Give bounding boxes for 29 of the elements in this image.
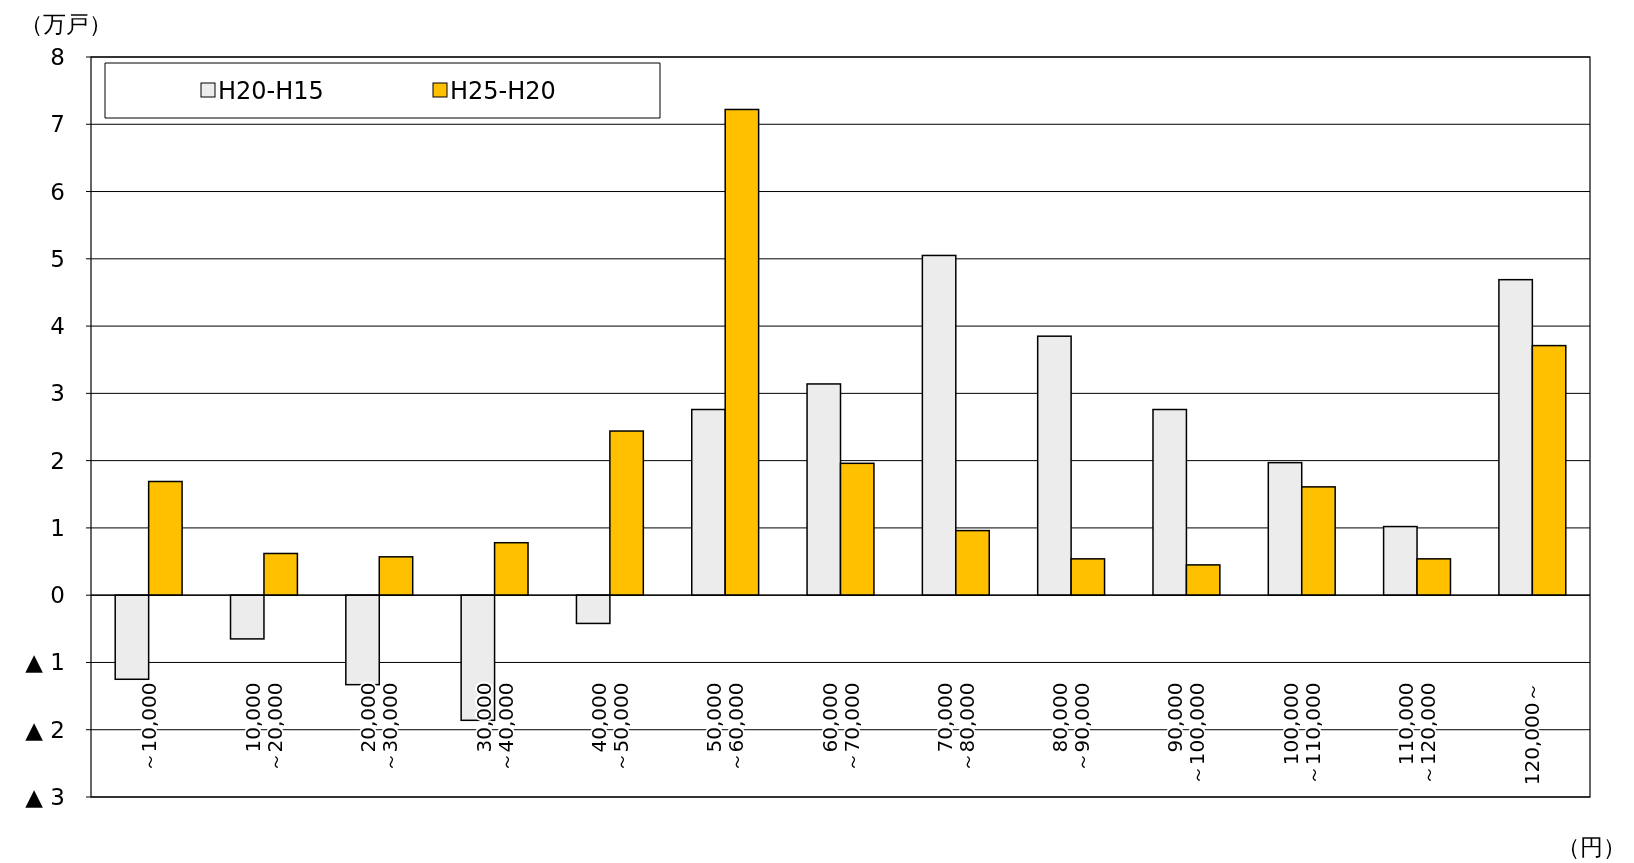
x-tick-label: 10,000 ～20,000 (240, 682, 287, 773)
y-tick-label: 1 (50, 514, 65, 541)
y-tick-label: ▲ 2 (25, 716, 65, 743)
x-tick-label: 50,000 ～60,000 (702, 682, 749, 773)
x-tick-label: 60,000 ～70,000 (817, 682, 864, 773)
y-tick-label: 4 (50, 313, 65, 340)
y-tick-label: 6 (50, 178, 65, 205)
x-tick-label: 40,000 ～50,000 (586, 682, 633, 773)
x-tick-label: 80,000 ～90,000 (1048, 682, 1095, 773)
y-tick-label: 5 (50, 245, 65, 272)
y-tick-label: ▲ 3 (25, 784, 65, 810)
x-tick-label: 90,000 ～100,000 (1163, 682, 1210, 786)
legend-label: H25-H20 (450, 77, 556, 105)
y-tick-label: 8 (50, 44, 65, 70)
x-axis-title: （円） (1557, 834, 1626, 860)
x-tick-label: 110,000 ～120,000 (1394, 682, 1441, 786)
y-tick-label: 2 (50, 447, 65, 474)
legend-label: H20-H15 (218, 77, 324, 105)
x-tick-label: 120,000～ (1520, 682, 1545, 786)
y-tick-label: 7 (50, 111, 65, 138)
x-tick-label: ～10,000 (136, 682, 161, 773)
y-tick-label: 3 (50, 380, 65, 407)
x-tick-label: 30,000 ～40,000 (471, 682, 518, 773)
y-tick-label: 0 (50, 582, 65, 609)
y-tick-label: ▲ 1 (25, 649, 65, 676)
x-tick-label: 70,000 ～80,000 (932, 682, 979, 773)
y-axis-title: （万戸） (20, 11, 112, 37)
x-tick-label: 100,000 ～110,000 (1278, 682, 1325, 786)
x-tick-label: 20,000 ～30,000 (356, 682, 403, 773)
